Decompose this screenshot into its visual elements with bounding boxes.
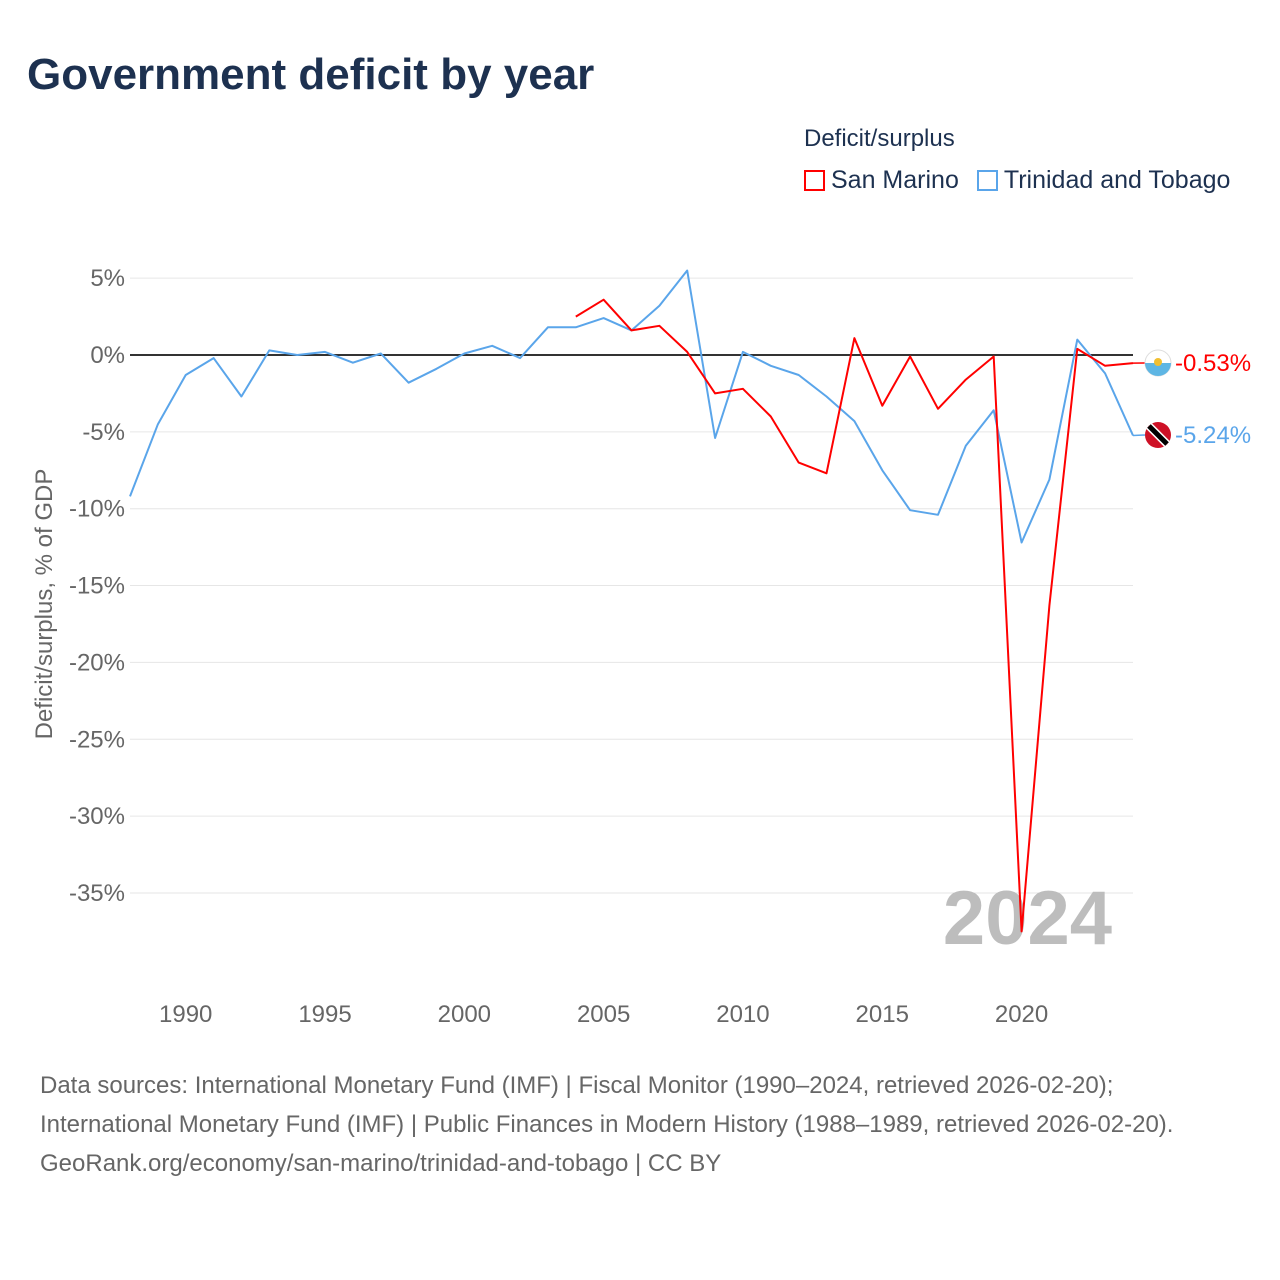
end-connector: [1132, 434, 1146, 437]
chart-title: Government deficit by year: [27, 50, 595, 99]
x-tick-label: 2015: [856, 1001, 909, 1028]
legend-label: San Marino: [831, 166, 959, 194]
x-tick-label: 2010: [716, 1001, 769, 1028]
attribution: GeoRank.org/economy/san-marino/trinidad-…: [40, 1150, 722, 1177]
y-tick-label: -15%: [69, 573, 125, 600]
legend-swatch: [804, 170, 825, 191]
y-tick-label: -25%: [69, 726, 125, 753]
year-watermark: 2024: [943, 876, 1112, 961]
end-value-label: -5.24%: [1175, 422, 1251, 449]
x-tick-label: 1995: [298, 1001, 351, 1028]
legend-item-san-marino[interactable]: San Marino: [804, 166, 959, 195]
x-tick-label: 2005: [577, 1001, 630, 1028]
series-line-san-marino: [575, 298, 1134, 933]
line-chart: 5% 0% -5% -10% -15% -20% -25% -30% -35% 1990 1995 2…: [31, 265, 1251, 1028]
y-tick-label: -10%: [69, 496, 125, 523]
y-tick-label: -30%: [69, 803, 125, 830]
y-tick-label: -20%: [69, 649, 125, 676]
san-marino-flag-icon: [1154, 358, 1162, 366]
end-value-label: -0.53%: [1175, 350, 1251, 377]
y-tick-label: -5%: [82, 419, 125, 446]
legend-label: Trinidad and Tobago: [1003, 166, 1231, 194]
san-marino-flag-icon: [1145, 363, 1171, 376]
y-axis-label: Deficit/surplus, % of GDP: [31, 469, 58, 740]
legend-swatch: [976, 170, 998, 191]
legend-item-trinidad-and-tobago[interactable]: Trinidad and Tobago: [976, 166, 1231, 195]
x-tick-label: 2020: [995, 1001, 1048, 1028]
series-line-trinidad-and-tobago: [129, 269, 1134, 544]
x-tick-label: 1990: [159, 1001, 212, 1028]
y-tick-label: 0%: [90, 342, 125, 369]
legend: San Marino Trinidad and Tobago: [804, 166, 1230, 195]
trinidad-flag-icon: [1147, 424, 1169, 446]
legend-title: Deficit/surplus: [804, 125, 955, 152]
footer: Data sources: International Monetary Fun…: [40, 1066, 1240, 1183]
data-sources: Data sources: International Monetary Fun…: [40, 1072, 1174, 1138]
y-tick-label: 5%: [90, 265, 125, 292]
x-tick-label: 2000: [438, 1001, 491, 1028]
y-tick-label: -35%: [69, 880, 125, 907]
